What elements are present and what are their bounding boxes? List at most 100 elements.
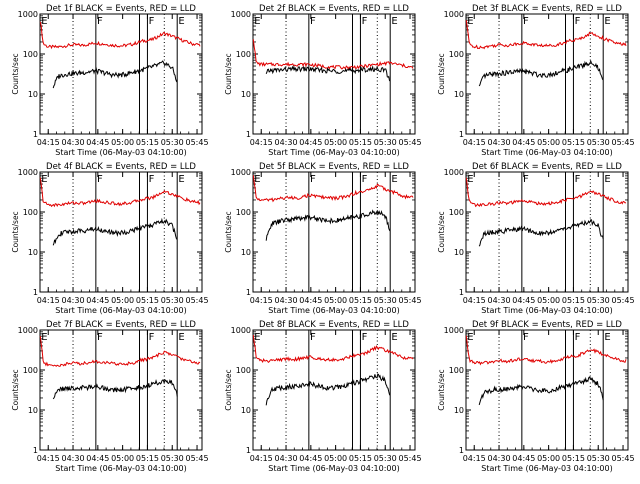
x-tick-label: 05:15 xyxy=(136,138,159,147)
y-tick-label: 1 xyxy=(33,130,38,139)
series-line-lld xyxy=(39,177,201,208)
x-axis-label: Start Time (06-May-03 04:10:00) xyxy=(481,148,612,157)
y-tick-label: 10 xyxy=(28,248,38,257)
y-tick-label: 100 xyxy=(449,366,464,375)
y-tick-label: 10 xyxy=(241,406,251,415)
y-tick-label: 100 xyxy=(449,50,464,59)
y-tick-label: 100 xyxy=(236,208,251,217)
series-line-events xyxy=(52,217,178,246)
x-tick-label: 05:45 xyxy=(186,138,209,147)
x-axis-label: Start Time (06-May-03 04:10:00) xyxy=(268,464,399,473)
series-line-events xyxy=(478,59,604,87)
region-marker-label: F xyxy=(310,332,316,343)
region-marker-label: E xyxy=(178,174,184,185)
x-tick-label: 05:15 xyxy=(349,138,372,147)
x-tick-label: 05:30 xyxy=(587,454,610,463)
x-tick-label: 04:15 xyxy=(250,454,273,463)
x-tick-label: 04:30 xyxy=(275,296,298,305)
x-axis-label: Start Time (06-May-03 04:10:00) xyxy=(55,464,186,473)
x-tick-label: 05:45 xyxy=(399,138,422,147)
region-marker-label: F xyxy=(362,16,368,27)
x-tick-label: 05:15 xyxy=(349,454,372,463)
x-tick-label: 05:45 xyxy=(399,454,422,463)
x-tick-label: 05:45 xyxy=(612,296,635,305)
y-tick-label: 1 xyxy=(459,288,464,297)
x-tick-label: 04:15 xyxy=(37,296,60,305)
y-axis-label: Counts/sec xyxy=(11,369,20,410)
y-axis-label: Counts/sec xyxy=(224,53,233,94)
x-axis-label: Start Time (06-May-03 04:10:00) xyxy=(55,148,186,157)
plot-frame xyxy=(465,171,629,293)
x-tick-label: 05:45 xyxy=(612,138,635,147)
y-tick-label: 1 xyxy=(33,288,38,297)
panel-title: Det 4f BLACK = Events, RED = LLD xyxy=(46,162,196,172)
x-tick-label: 05:30 xyxy=(374,138,397,147)
region-marker-label: E xyxy=(604,332,610,343)
x-tick-label: 04:15 xyxy=(37,454,60,463)
x-tick-label: 05:30 xyxy=(374,454,397,463)
plot-frame xyxy=(252,171,416,293)
y-axis-label: Counts/sec xyxy=(11,53,20,94)
x-tick-label: 05:30 xyxy=(587,296,610,305)
region-marker-label: E xyxy=(604,174,610,185)
region-marker-label: E xyxy=(467,332,473,343)
x-tick-label: 04:30 xyxy=(275,454,298,463)
region-marker-label: F xyxy=(97,332,103,343)
region-marker-label: E xyxy=(254,174,260,185)
y-tick-label: 1000 xyxy=(231,168,251,177)
region-marker-label: F xyxy=(149,16,155,27)
x-tick-label: 04:30 xyxy=(488,138,511,147)
x-tick-label: 05:00 xyxy=(111,454,134,463)
x-tick-label: 05:45 xyxy=(186,454,209,463)
plot-frame xyxy=(39,329,203,451)
y-axis-label: Counts/sec xyxy=(11,211,20,252)
region-marker-label: E xyxy=(254,16,260,27)
y-tick-label: 100 xyxy=(23,208,38,217)
y-axis-label: Counts/sec xyxy=(224,369,233,410)
region-marker-label: F xyxy=(575,16,581,27)
x-axis-label: Start Time (06-May-03 04:10:00) xyxy=(268,306,399,315)
region-marker-label: F xyxy=(575,332,581,343)
series-line-lld xyxy=(252,334,414,364)
x-tick-label: 05:30 xyxy=(161,296,184,305)
y-tick-label: 10 xyxy=(454,406,464,415)
y-tick-label: 1 xyxy=(246,288,251,297)
x-tick-label: 04:15 xyxy=(463,454,486,463)
series-line-lld xyxy=(465,335,627,366)
x-tick-label: 04:15 xyxy=(37,138,60,147)
x-tick-label: 05:45 xyxy=(612,454,635,463)
x-tick-label: 04:15 xyxy=(463,296,486,305)
x-tick-label: 05:00 xyxy=(324,138,347,147)
y-tick-label: 1 xyxy=(459,130,464,139)
series-line-lld xyxy=(465,20,627,50)
y-tick-label: 100 xyxy=(236,366,251,375)
series-line-lld xyxy=(252,39,414,71)
panel-title: Det 1f BLACK = Events, RED = LLD xyxy=(46,4,196,14)
y-tick-label: 1000 xyxy=(231,10,251,19)
series-line-lld xyxy=(465,177,627,208)
region-marker-label: E xyxy=(178,332,184,343)
series-line-lld xyxy=(252,175,414,203)
series-line-lld xyxy=(39,21,201,50)
x-axis-label: Start Time (06-May-03 04:10:00) xyxy=(481,306,612,315)
x-tick-label: 04:45 xyxy=(86,454,109,463)
y-axis-label: Counts/sec xyxy=(224,211,233,252)
x-axis-label: Start Time (06-May-03 04:10:00) xyxy=(55,306,186,315)
x-tick-label: 05:15 xyxy=(562,138,585,147)
x-tick-label: 04:15 xyxy=(463,138,486,147)
x-tick-label: 05:00 xyxy=(111,296,134,305)
plot-frame xyxy=(252,13,416,135)
region-marker-label: F xyxy=(523,174,529,185)
panel-title: Det 8f BLACK = Events, RED = LLD xyxy=(259,320,409,330)
x-tick-label: 05:00 xyxy=(537,454,560,463)
region-marker-label: E xyxy=(41,16,47,27)
panel-title: Det 7f BLACK = Events, RED = LLD xyxy=(46,320,196,330)
x-axis-label: Start Time (06-May-03 04:10:00) xyxy=(268,148,399,157)
region-marker-label: F xyxy=(575,174,581,185)
x-tick-label: 05:30 xyxy=(587,138,610,147)
region-marker-label: E xyxy=(467,174,473,185)
x-tick-label: 05:00 xyxy=(324,296,347,305)
x-tick-label: 05:00 xyxy=(537,138,560,147)
y-tick-label: 100 xyxy=(449,208,464,217)
